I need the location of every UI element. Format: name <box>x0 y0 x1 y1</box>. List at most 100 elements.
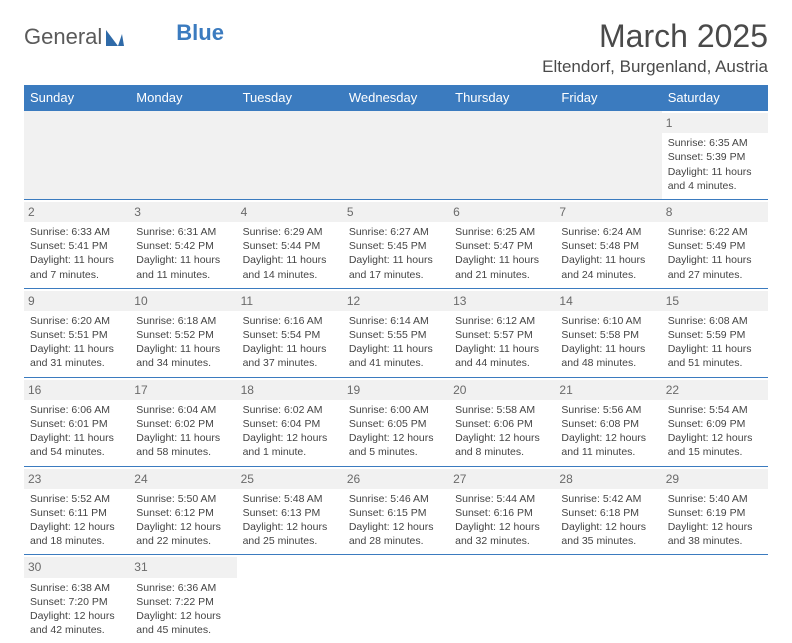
day-number: 7 <box>555 202 661 222</box>
daylight-text: Daylight: 11 hours and 14 minutes. <box>243 253 337 281</box>
calendar-week: 9Sunrise: 6:20 AMSunset: 5:51 PMDaylight… <box>24 288 768 377</box>
sunrise-text: Sunrise: 6:33 AM <box>30 225 124 239</box>
calendar-cell: 25Sunrise: 5:48 AMSunset: 6:13 PMDayligh… <box>237 466 343 555</box>
calendar-cell: 10Sunrise: 6:18 AMSunset: 5:52 PMDayligh… <box>130 288 236 377</box>
calendar-cell: 30Sunrise: 6:38 AMSunset: 7:20 PMDayligh… <box>24 555 130 643</box>
sunset-text: Sunset: 5:47 PM <box>455 239 549 253</box>
calendar-cell <box>449 111 555 200</box>
day-number: 29 <box>662 469 768 489</box>
calendar-cell: 24Sunrise: 5:50 AMSunset: 6:12 PMDayligh… <box>130 466 236 555</box>
calendar-cell: 22Sunrise: 5:54 AMSunset: 6:09 PMDayligh… <box>662 377 768 466</box>
sunset-text: Sunset: 7:22 PM <box>136 595 230 609</box>
header: General Blue March 2025 Eltendorf, Burge… <box>24 18 768 77</box>
calendar-cell <box>343 555 449 643</box>
weekday-header: Friday <box>555 85 661 111</box>
daylight-text: Daylight: 11 hours and 7 minutes. <box>30 253 124 281</box>
calendar-cell <box>130 111 236 200</box>
calendar-cell: 4Sunrise: 6:29 AMSunset: 5:44 PMDaylight… <box>237 199 343 288</box>
sunrise-text: Sunrise: 6:04 AM <box>136 403 230 417</box>
sunrise-text: Sunrise: 5:46 AM <box>349 492 443 506</box>
calendar-cell: 31Sunrise: 6:36 AMSunset: 7:22 PMDayligh… <box>130 555 236 643</box>
title-block: March 2025 Eltendorf, Burgenland, Austri… <box>542 18 768 77</box>
calendar-cell: 9 Sunrise: 6:20 AMSunset: 5:51 PMDaylight… <box>24 288 130 377</box>
sunrise-text: Sunrise: 6:10 AM <box>561 314 655 328</box>
calendar-cell: 28Sunrise: 5:42 AMSunset: 6:18 PMDayligh… <box>555 466 661 555</box>
calendar-week: 1Sunrise: 6:35 AMSunset: 5:39 PMDaylight… <box>24 111 768 200</box>
daylight-text: Daylight: 12 hours and 38 minutes. <box>668 520 762 548</box>
sunset-text: Sunset: 6:08 PM <box>561 417 655 431</box>
page-title: March 2025 <box>542 18 768 55</box>
sunrise-text: Sunrise: 5:58 AM <box>455 403 549 417</box>
daylight-text: Daylight: 11 hours and 41 minutes. <box>349 342 443 370</box>
daylight-text: Daylight: 12 hours and 25 minutes. <box>243 520 337 548</box>
calendar-cell <box>662 555 768 643</box>
day-number: 26 <box>343 469 449 489</box>
daylight-text: Daylight: 11 hours and 37 minutes. <box>243 342 337 370</box>
calendar-cell: 3Sunrise: 6:31 AMSunset: 5:42 PMDaylight… <box>130 199 236 288</box>
day-number: 18 <box>237 380 343 400</box>
calendar-cell: 12Sunrise: 6:14 AMSunset: 5:55 PMDayligh… <box>343 288 449 377</box>
daylight-text: Daylight: 12 hours and 18 minutes. <box>30 520 124 548</box>
sunset-text: Sunset: 5:44 PM <box>243 239 337 253</box>
daylight-text: Daylight: 12 hours and 32 minutes. <box>455 520 549 548</box>
day-number: 9 <box>24 291 130 311</box>
sunrise-text: Sunrise: 6:00 AM <box>349 403 443 417</box>
daylight-text: Daylight: 11 hours and 21 minutes. <box>455 253 549 281</box>
day-number: 25 <box>237 469 343 489</box>
day-number: 13 <box>449 291 555 311</box>
sunset-text: Sunset: 6:05 PM <box>349 417 443 431</box>
sunrise-text: Sunrise: 6:14 AM <box>349 314 443 328</box>
day-number: 17 <box>130 380 236 400</box>
daylight-text: Daylight: 12 hours and 5 minutes. <box>349 431 443 459</box>
sunrise-text: Sunrise: 5:52 AM <box>30 492 124 506</box>
day-number: 6 <box>449 202 555 222</box>
sunset-text: Sunset: 5:39 PM <box>668 150 762 164</box>
sunset-text: Sunset: 5:49 PM <box>668 239 762 253</box>
weekday-header: Saturday <box>662 85 768 111</box>
calendar-cell: 16Sunrise: 6:06 AMSunset: 6:01 PMDayligh… <box>24 377 130 466</box>
sunset-text: Sunset: 5:58 PM <box>561 328 655 342</box>
calendar-cell: 14Sunrise: 6:10 AMSunset: 5:58 PMDayligh… <box>555 288 661 377</box>
daylight-text: Daylight: 11 hours and 34 minutes. <box>136 342 230 370</box>
calendar-header: SundayMondayTuesdayWednesdayThursdayFrid… <box>24 85 768 111</box>
daylight-text: Daylight: 12 hours and 1 minute. <box>243 431 337 459</box>
sunrise-text: Sunrise: 6:08 AM <box>668 314 762 328</box>
daylight-text: Daylight: 11 hours and 54 minutes. <box>30 431 124 459</box>
sunrise-text: Sunrise: 6:25 AM <box>455 225 549 239</box>
calendar-table: SundayMondayTuesdayWednesdayThursdayFrid… <box>24 85 768 643</box>
sunset-text: Sunset: 5:59 PM <box>668 328 762 342</box>
sunset-text: Sunset: 6:01 PM <box>30 417 124 431</box>
sunrise-text: Sunrise: 6:24 AM <box>561 225 655 239</box>
daylight-text: Daylight: 12 hours and 28 minutes. <box>349 520 443 548</box>
day-number: 10 <box>130 291 236 311</box>
sunset-text: Sunset: 5:51 PM <box>30 328 124 342</box>
calendar-cell: 11Sunrise: 6:16 AMSunset: 5:54 PMDayligh… <box>237 288 343 377</box>
daylight-text: Daylight: 11 hours and 31 minutes. <box>30 342 124 370</box>
calendar-cell: 27Sunrise: 5:44 AMSunset: 6:16 PMDayligh… <box>449 466 555 555</box>
calendar-cell <box>449 555 555 643</box>
sunrise-text: Sunrise: 6:27 AM <box>349 225 443 239</box>
calendar-week: 2Sunrise: 6:33 AMSunset: 5:41 PMDaylight… <box>24 199 768 288</box>
daylight-text: Daylight: 12 hours and 45 minutes. <box>136 609 230 637</box>
day-number: 20 <box>449 380 555 400</box>
sunset-text: Sunset: 6:06 PM <box>455 417 549 431</box>
sunset-text: Sunset: 6:13 PM <box>243 506 337 520</box>
sunrise-text: Sunrise: 6:02 AM <box>243 403 337 417</box>
day-number: 23 <box>24 469 130 489</box>
sunset-text: Sunset: 6:09 PM <box>668 417 762 431</box>
sunset-text: Sunset: 5:54 PM <box>243 328 337 342</box>
sunrise-text: Sunrise: 6:29 AM <box>243 225 337 239</box>
day-number: 19 <box>343 380 449 400</box>
calendar-cell: 18Sunrise: 6:02 AMSunset: 6:04 PMDayligh… <box>237 377 343 466</box>
sunrise-text: Sunrise: 5:42 AM <box>561 492 655 506</box>
daylight-text: Daylight: 11 hours and 27 minutes. <box>668 253 762 281</box>
sunrise-text: Sunrise: 6:12 AM <box>455 314 549 328</box>
weekday-header: Wednesday <box>343 85 449 111</box>
sunrise-text: Sunrise: 6:38 AM <box>30 581 124 595</box>
sunrise-text: Sunrise: 6:20 AM <box>30 314 124 328</box>
day-number: 2 <box>24 202 130 222</box>
day-number: 5 <box>343 202 449 222</box>
sunset-text: Sunset: 6:12 PM <box>136 506 230 520</box>
daylight-text: Daylight: 11 hours and 48 minutes. <box>561 342 655 370</box>
day-number: 28 <box>555 469 661 489</box>
